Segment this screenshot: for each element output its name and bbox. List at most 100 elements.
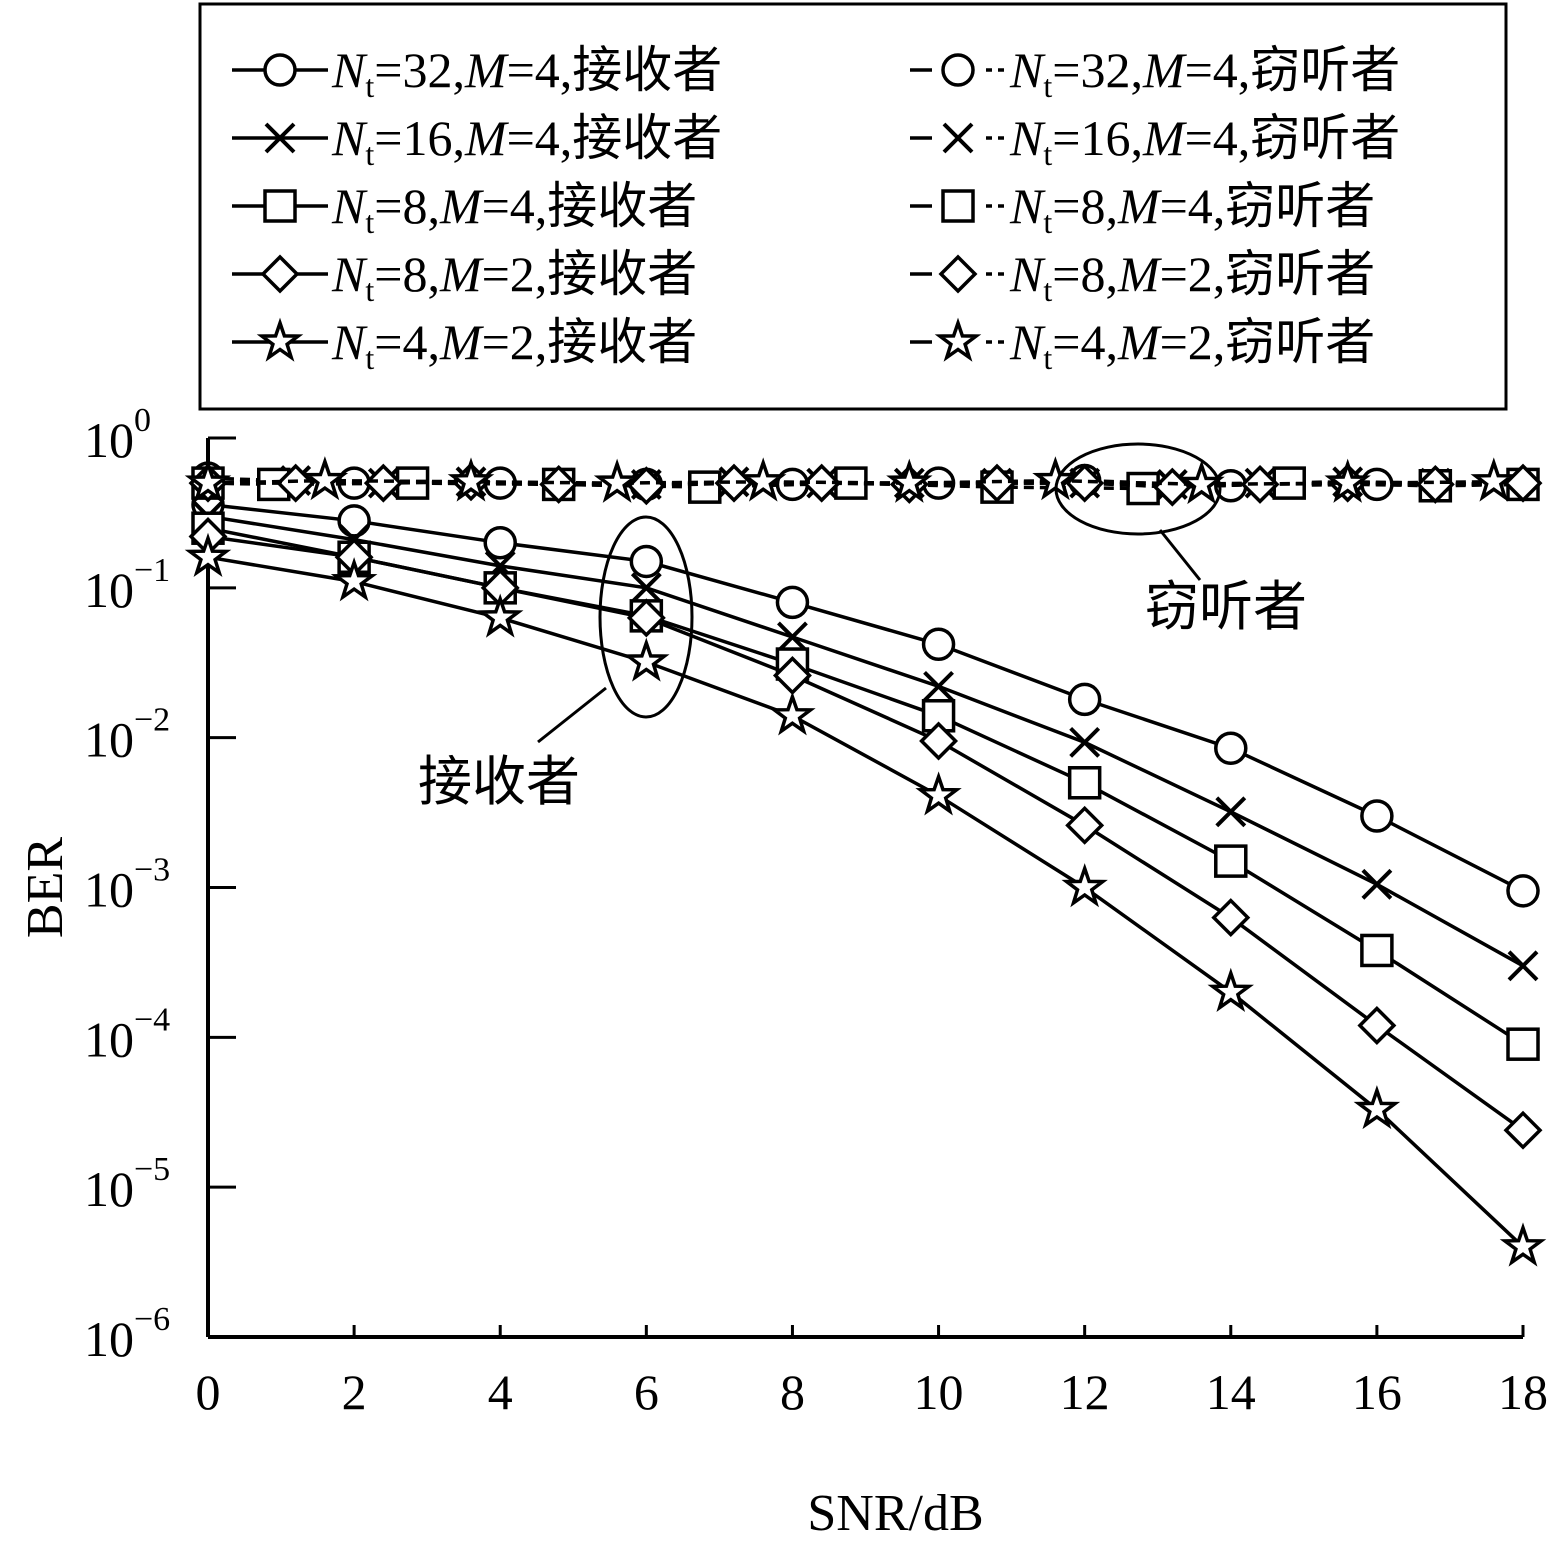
x-tick-label: 16 <box>1352 1364 1402 1420</box>
legend: Nt=32,M=4,接收者Nt=16,M=4,接收者Nt=8,M=4,接收者Nt… <box>198 2 1508 411</box>
data-point-diamond <box>626 598 666 638</box>
x-tick-label: 0 <box>196 1364 221 1420</box>
y-tick-label: 10−3 <box>84 852 170 918</box>
legend-entry: Nt=4,M=2,接收者 <box>232 314 697 376</box>
legend-frame <box>198 2 1508 411</box>
legend-entry: Nt=8,M=2,接收者 <box>232 246 697 308</box>
eavesdropper-leader-line <box>1158 529 1202 581</box>
data-point-star <box>886 458 933 503</box>
y-tick-label: 10−2 <box>84 702 170 768</box>
receiver-annotation: 接收者 <box>418 752 580 812</box>
y-tick-label: 10−4 <box>84 1001 170 1067</box>
annotation-layer: 窃听者 接收者 <box>418 442 1307 812</box>
eavesdropper-annotation: 窃听者 <box>1145 577 1307 637</box>
data-point-star <box>1353 1085 1401 1130</box>
data-point-cross <box>630 572 662 604</box>
data-point-star <box>184 458 232 503</box>
y-tick-label: 100 <box>84 402 151 468</box>
data-point-star <box>330 557 378 602</box>
data-point-star <box>740 457 787 502</box>
data-point-star <box>623 637 670 682</box>
legend-marker-circle <box>941 53 975 87</box>
series-layer <box>184 456 1547 1267</box>
data-point-star <box>1470 457 1517 502</box>
legend-label: Nt=16,M=4,窃听者 <box>1009 110 1400 172</box>
data-point-square <box>688 470 722 504</box>
data-point-circle <box>1506 874 1540 908</box>
legend-entry: Nt=32,M=4,接收者 <box>232 42 722 104</box>
series-3 <box>188 517 1543 1150</box>
x-tick-label: 18 <box>1498 1364 1548 1420</box>
legend-entry: Nt=8,M=2,窃听者 <box>910 246 1375 308</box>
data-point-square <box>1067 766 1102 800</box>
series-0 <box>191 487 1540 908</box>
data-point-circle <box>483 525 517 560</box>
y-tick-label: 10−6 <box>84 1301 170 1367</box>
series-2 <box>191 511 1540 1061</box>
data-point-circle <box>921 627 956 662</box>
axes: 0 2 4 6 8 10 12 14 16 18 100 10−1 10−2 10−3 10−4 10−5 10… <box>17 402 1548 1542</box>
data-point-circle <box>775 585 810 620</box>
x-tick-label: 10 <box>914 1364 964 1420</box>
x-axis-label: SNR/dB <box>807 1485 983 1542</box>
legend-entry: Nt=8,M=4,窃听者 <box>910 178 1375 240</box>
data-point-diamond <box>1065 805 1105 845</box>
data-point-star <box>1178 459 1225 505</box>
data-point-circle <box>629 544 664 579</box>
data-point-cross <box>1215 796 1247 828</box>
legend-marker-circle <box>263 53 297 87</box>
legend-entry: Nt=16,M=4,接收者 <box>232 110 722 172</box>
data-point-circle <box>337 504 371 538</box>
series-4 <box>184 532 1547 1267</box>
legend-marker-cross <box>264 122 296 154</box>
series-line <box>207 478 1494 487</box>
legend-label: Nt=8,M=2,窃听者 <box>1009 246 1375 308</box>
data-point-diamond <box>1415 464 1455 504</box>
legend-entry: Nt=32,M=4,窃听者 <box>910 42 1400 104</box>
data-point-circle <box>1360 799 1394 833</box>
data-point-cross <box>1507 950 1539 982</box>
legend-marker-square <box>263 189 297 223</box>
series-line <box>207 555 1525 1249</box>
y-axis-label: BER <box>17 837 74 938</box>
y-tick-label: 10−1 <box>84 552 170 618</box>
data-point-star <box>1499 1222 1547 1267</box>
legend-label: Nt=4,M=2,接收者 <box>331 314 697 376</box>
legend-label: Nt=32,M=4,窃听者 <box>1009 42 1400 104</box>
data-point-diamond <box>1503 1110 1543 1150</box>
data-point-star <box>447 457 495 502</box>
x-tick-label: 4 <box>488 1364 513 1420</box>
series-9 <box>184 456 1517 505</box>
data-point-diamond <box>919 721 959 761</box>
data-point-square <box>395 466 430 500</box>
data-point-diamond <box>1240 464 1280 504</box>
data-point-circle <box>1067 682 1102 717</box>
legend-label: Nt=32,M=4,接收者 <box>331 42 722 104</box>
data-point-circle <box>1214 731 1248 765</box>
data-point-square <box>1506 1027 1540 1061</box>
x-tick-label: 8 <box>780 1364 805 1420</box>
legend-marker-square <box>941 189 975 223</box>
legend-entry: Nt=16,M=4,窃听者 <box>910 110 1400 172</box>
data-point-square <box>1214 844 1248 878</box>
data-point-cross <box>1361 868 1393 900</box>
data-point-star <box>769 691 816 736</box>
legend-marker-star <box>256 317 304 362</box>
data-point-square <box>1126 471 1160 506</box>
eavesdropper-ellipse <box>1054 442 1222 536</box>
legend-marker-diamond <box>938 254 978 294</box>
data-point-star <box>915 771 962 816</box>
legend-entry: Nt=8,M=4,接收者 <box>232 178 697 240</box>
data-point-cross <box>923 670 954 702</box>
legend-label: Nt=8,M=2,接收者 <box>331 246 697 308</box>
series-1 <box>192 500 1539 982</box>
legend-marker-cross <box>942 122 974 154</box>
receiver-leader-line <box>537 686 607 744</box>
data-point-star <box>1061 863 1108 908</box>
series-line <box>207 502 1524 893</box>
legend-label: Nt=8,M=4,接收者 <box>331 178 697 240</box>
y-tick-label: 10−5 <box>84 1151 170 1217</box>
receiver-ellipse <box>598 515 694 719</box>
data-point-star <box>1207 967 1254 1013</box>
